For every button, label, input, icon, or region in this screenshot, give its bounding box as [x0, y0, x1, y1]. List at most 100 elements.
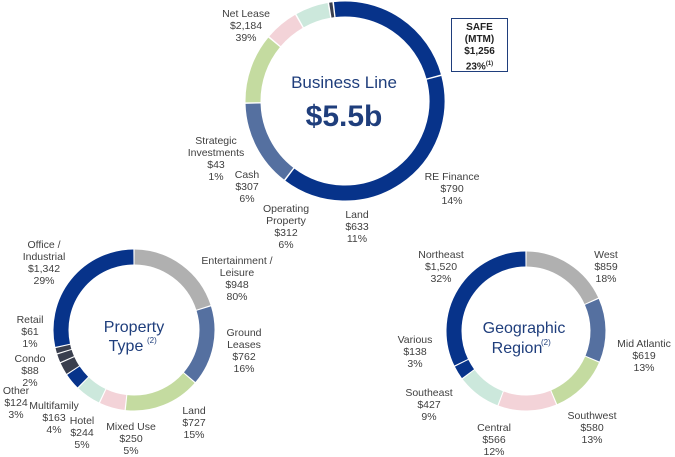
slice-label-northeast: Northeast $1,520 32%: [418, 249, 464, 285]
property-type-footnote: (2): [147, 336, 157, 345]
svg-text:13%: 13%: [581, 434, 602, 446]
svg-text:32%: 32%: [430, 273, 451, 285]
slice-label-land-bl: Land $633 11%: [345, 209, 369, 245]
svg-text:Industrial: Industrial: [23, 251, 66, 263]
safe-callout-subtitle: (MTM): [464, 34, 495, 45]
donut-slice-multifamily: [67, 366, 89, 388]
slice-label-ground-leases: Ground Leases $762 16%: [226, 327, 261, 375]
slice-label-southeast: Southeast $427 9%: [405, 387, 452, 423]
property-type-title-line2: Type: [109, 338, 144, 355]
svg-text:$727: $727: [182, 417, 206, 429]
slice-label-central: Central $566 12%: [477, 422, 511, 457]
svg-text:Ground: Ground: [226, 327, 261, 339]
svg-text:$427: $427: [417, 399, 441, 411]
donut-slice-cash: [296, 3, 331, 28]
svg-text:6%: 6%: [239, 193, 254, 205]
donut-slice-central: [498, 390, 557, 411]
donut-slice-safe-mtm: [333, 1, 441, 79]
property-type-title-line1: Property: [104, 319, 164, 336]
svg-text:Leases: Leases: [227, 339, 261, 351]
svg-text:Entertainment /: Entertainment /: [201, 255, 272, 267]
donut-slice-operating-property: [269, 14, 303, 47]
svg-text:Net Lease: Net Lease: [222, 8, 270, 20]
svg-text:Cash: Cash: [235, 169, 260, 181]
slice-label-entertainment-leisure: Entertainment / Leisure $948 80%: [201, 255, 272, 303]
svg-text:13%: 13%: [633, 362, 654, 374]
svg-text:Property: Property: [266, 215, 306, 227]
donut-slice-west: [526, 251, 599, 305]
svg-text:Multifamily: Multifamily: [29, 400, 79, 412]
svg-text:15%: 15%: [183, 429, 204, 441]
donut-slice-land: [125, 372, 195, 411]
svg-text:3%: 3%: [407, 358, 422, 370]
svg-text:$2,184: $2,184: [230, 20, 262, 32]
slice-label-re-finance: RE Finance $790 14%: [425, 171, 480, 207]
svg-text:$88: $88: [21, 365, 39, 377]
slice-label-cash: Cash $307 6%: [235, 169, 260, 205]
donut-slice-ground-leases: [183, 306, 215, 383]
svg-text:Condo: Condo: [15, 353, 46, 365]
svg-text:Office /: Office /: [27, 239, 60, 251]
donut-slice-net-lease: [285, 76, 445, 201]
slice-label-mid-atlantic: Mid Atlantic $619 13%: [617, 338, 671, 374]
svg-text:$633: $633: [345, 221, 369, 233]
donut-slice-other: [60, 356, 80, 374]
svg-text:16%: 16%: [233, 363, 254, 375]
svg-text:Northeast: Northeast: [418, 249, 464, 261]
donut-slice-southeast: [462, 369, 504, 406]
donut-slice-re-finance: [245, 103, 294, 180]
svg-text:$1,520: $1,520: [425, 261, 457, 273]
slice-label-office-industrial: Office / Industrial $1,342 29%: [23, 239, 66, 287]
svg-text:1%: 1%: [208, 171, 223, 183]
svg-text:$790: $790: [440, 183, 464, 195]
slice-label-other: Other $124 3%: [3, 385, 30, 421]
svg-text:29%: 29%: [33, 275, 54, 287]
svg-text:RE Finance: RE Finance: [425, 171, 480, 183]
geographic-region-donut: [446, 251, 606, 411]
slice-label-retail: Retail $61 1%: [17, 314, 44, 350]
svg-text:Operating: Operating: [263, 203, 309, 215]
svg-text:Retail: Retail: [17, 314, 44, 326]
svg-text:Mid Atlantic: Mid Atlantic: [617, 338, 671, 350]
svg-text:12%: 12%: [483, 446, 504, 457]
donut-slice-mid-atlantic: [584, 298, 606, 362]
svg-text:1%: 1%: [22, 338, 37, 350]
svg-text:$250: $250: [119, 433, 143, 445]
svg-text:Leisure: Leisure: [220, 267, 255, 279]
donut-slice-condo: [57, 349, 74, 363]
slice-label-mixed-use: Mixed Use $250 5%: [106, 421, 156, 457]
svg-text:80%: 80%: [226, 291, 247, 303]
svg-text:Southwest: Southwest: [567, 410, 616, 422]
svg-text:$43: $43: [207, 159, 225, 171]
safe-callout-value: $1,256: [464, 46, 495, 57]
svg-text:$1,342: $1,342: [28, 263, 60, 275]
geographic-region-footnote: (2): [541, 338, 551, 347]
slice-label-land-pt: Land $727 15%: [182, 405, 206, 441]
svg-text:Land: Land: [182, 405, 206, 417]
slice-label-net-lease: Net Lease $2,184 39%: [222, 8, 270, 44]
svg-text:3%: 3%: [8, 409, 23, 421]
svg-text:14%: 14%: [441, 195, 462, 207]
svg-text:4%: 4%: [46, 424, 61, 436]
donut-slice-southwest: [551, 356, 599, 405]
svg-text:$762: $762: [232, 351, 256, 363]
geographic-region-title-line1: Geographic: [483, 320, 566, 337]
slice-label-various: Various $138 3%: [398, 334, 433, 370]
svg-text:6%: 6%: [278, 239, 293, 251]
svg-text:Central: Central: [477, 422, 511, 434]
donut-slice-land: [245, 37, 281, 103]
safe-callout-box: SAFE (MTM) $1,256 23%(1): [451, 18, 508, 72]
svg-text:Various: Various: [398, 334, 433, 346]
svg-text:Land: Land: [345, 209, 369, 221]
svg-text:$138: $138: [403, 346, 427, 358]
svg-text:$948: $948: [225, 279, 249, 291]
safe-callout-pct: 23%(1): [465, 61, 494, 73]
business-line-total: $5.5b: [306, 100, 383, 133]
donut-slice-mixed-use: [100, 389, 127, 410]
svg-text:West: West: [594, 249, 618, 261]
svg-text:9%: 9%: [421, 411, 436, 423]
svg-text:Strategic: Strategic: [195, 135, 236, 147]
svg-text:Other: Other: [3, 385, 30, 397]
svg-text:$124: $124: [4, 397, 28, 409]
